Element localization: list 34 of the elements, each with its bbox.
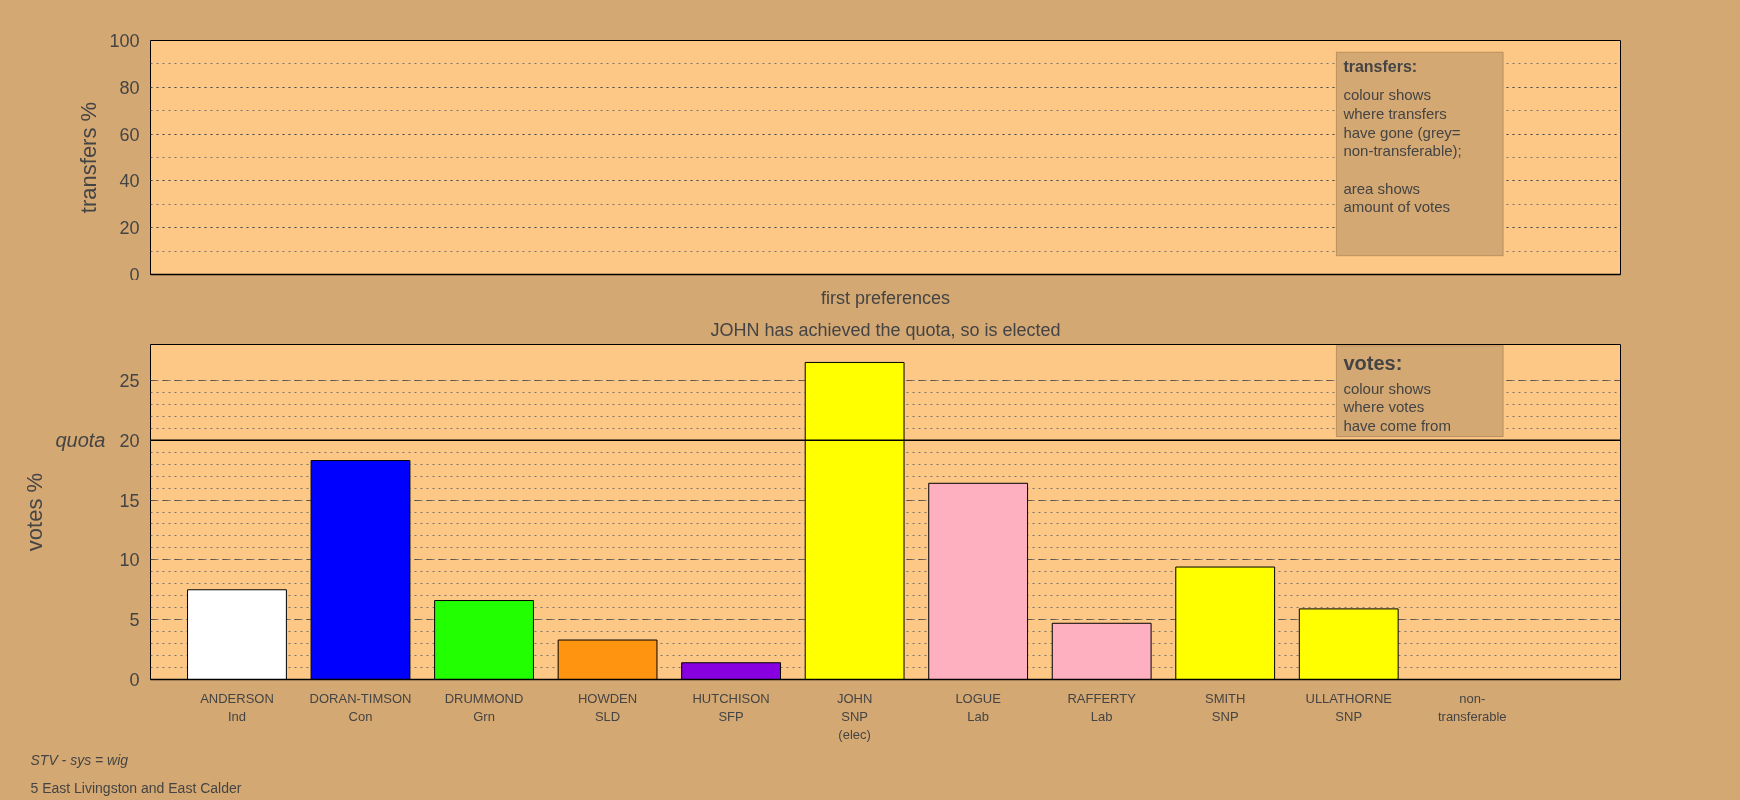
annotation: votes: — [1343, 351, 1403, 374]
chart-title: first preferences — [820, 287, 951, 308]
x-tick-label: SMITH SNP — [1204, 690, 1246, 724]
text: STV - sys = wig — [30, 751, 129, 768]
x-tick-label: ULLATHORNE SNP — [1305, 690, 1393, 724]
x-tick-label: ANDERSON Ind — [200, 690, 274, 724]
y-tick-label: 10 — [119, 550, 140, 571]
y-tick-label: 0 — [129, 264, 140, 285]
y-tick-label: 25 — [119, 370, 140, 391]
x-tick-label: HOWDEN SLD — [577, 690, 638, 724]
x-tick-label: non- transferable — [1437, 690, 1507, 724]
y-tick-label: 100 — [109, 31, 140, 51]
y-tick-label: 60 — [119, 124, 140, 145]
y-tick-label: 20 — [119, 430, 140, 451]
y-tick-label: 40 — [119, 171, 140, 192]
y-tick-label: 20 — [119, 218, 140, 239]
x-tick-label: HUTCHISON SFP — [692, 690, 770, 724]
text: 5 East Livingston and East Calder — [30, 779, 242, 796]
x-tick-label: LOGUE Lab — [955, 690, 1002, 724]
chart-subtitle: JOHN has achieved the quota, so is elected — [710, 319, 1061, 340]
y-tick-label: 5 — [129, 610, 140, 631]
y-tick-label: 80 — [119, 77, 140, 98]
y-axis-title: votes % — [22, 472, 48, 552]
y-tick-label: 0 — [129, 670, 140, 690]
y-axis-title: transfers % — [76, 101, 102, 214]
annotation: transfers: — [1343, 58, 1418, 76]
x-tick-label: JOHN SNP (elec) — [836, 690, 873, 742]
text: colour shows where transfers have gone (grey= non-transferable); area shows amount of votes — [1343, 86, 1462, 216]
ref-line-label: quota — [55, 429, 106, 452]
annotation: colour shows where votes have come from — [1342, 379, 1451, 435]
y-tick-label: 15 — [119, 490, 140, 511]
x-tick-label: DRUMMOND Grn — [444, 690, 524, 724]
x-tick-label: DORAN-TIMSON Con — [309, 690, 412, 724]
x-tick-label: RAFFERTY Lab — [1067, 690, 1137, 724]
